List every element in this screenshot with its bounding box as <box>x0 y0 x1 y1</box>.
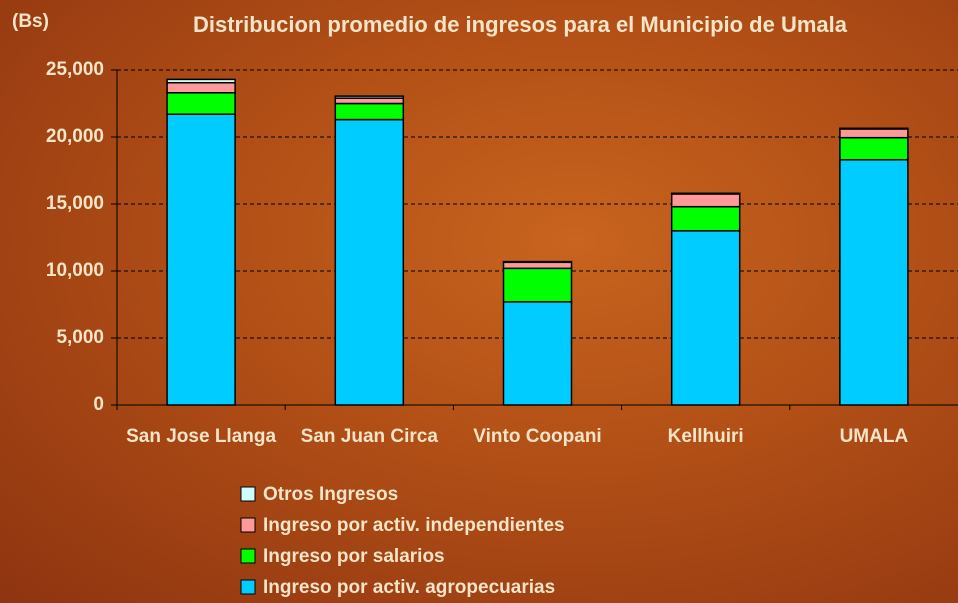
legend-swatch <box>241 580 255 594</box>
x-tick-label: San Jose Llanga <box>126 423 276 451</box>
bar-segment <box>167 93 235 114</box>
chart-title: Distribucion promedio de ingresos para e… <box>120 10 920 40</box>
bar-segment <box>840 160 908 405</box>
bar-segment <box>335 98 403 103</box>
bar-segment <box>840 128 908 129</box>
legend-label: Otros Ingresos <box>263 484 398 505</box>
x-tick-label: UMALA <box>799 423 949 451</box>
bar-segment <box>167 114 235 405</box>
bar-segment <box>672 231 740 405</box>
legend-swatch <box>241 518 255 532</box>
y-tick-label: 25,000 <box>46 59 104 80</box>
legend-swatch <box>241 487 255 501</box>
x-tick-label: Kellhuiri <box>631 423 781 451</box>
bar-segment <box>840 138 908 160</box>
y-tick-label: 20,000 <box>46 126 104 147</box>
bar-segment <box>335 96 403 98</box>
bar-segment <box>840 129 908 138</box>
y-axis-label: (Bs) <box>12 11 49 32</box>
bar-segment <box>167 79 235 82</box>
chart-svg: (Bs) 0 5,000 10,000 15,000 20,000 25,000 Ingres… <box>0 0 958 603</box>
x-tick-label: San Juan Circa <box>294 423 444 451</box>
bar-segment <box>504 268 572 302</box>
y-tick-label: 5,000 <box>56 327 104 348</box>
bar-segment <box>504 302 572 405</box>
y-tick-label: 0 <box>93 394 104 415</box>
x-tick-label: Vinto Coopani <box>463 423 613 451</box>
bar-segment <box>672 194 740 207</box>
legend-label: Ingreso por activ. independientes <box>263 515 565 536</box>
bar-segment <box>167 83 235 93</box>
chart: (Bs) 0 5,000 10,000 15,000 20,000 25,000 Ingres… <box>0 0 958 603</box>
legend-swatch <box>241 549 255 563</box>
y-tick-label: 15,000 <box>46 193 104 214</box>
bar-segment <box>672 207 740 231</box>
bar-segment <box>504 262 572 263</box>
legend-label: Ingreso por salarios <box>263 546 445 567</box>
bar-segment <box>672 193 740 194</box>
legend-label: Ingreso por activ. agropecuarias <box>263 577 555 598</box>
bar-segment <box>335 120 403 405</box>
bar-segment <box>504 262 572 268</box>
y-tick-label: 10,000 <box>46 260 104 281</box>
bar-segment <box>335 104 403 120</box>
